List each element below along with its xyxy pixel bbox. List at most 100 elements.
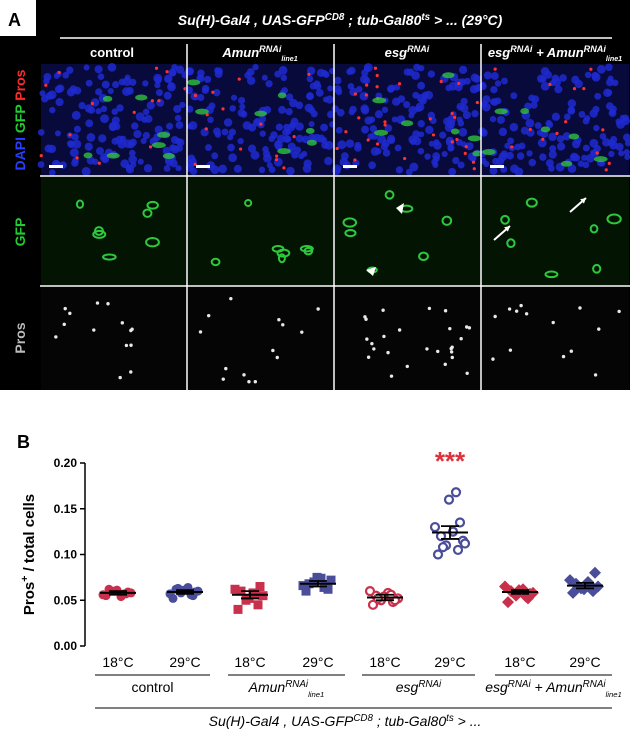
nucleus: [111, 137, 119, 145]
nucleus: [335, 88, 343, 96]
nucleus: [228, 128, 237, 136]
nucleus: [55, 98, 64, 107]
pros-dot: [198, 330, 203, 334]
significance-annotation: ***: [435, 446, 466, 476]
nucleus: [142, 108, 150, 116]
nucleus: [567, 164, 577, 173]
nucleus: [47, 90, 57, 100]
pros-dot: [439, 79, 443, 84]
nucleus: [471, 109, 479, 118]
nucleus: [433, 139, 440, 146]
pros-dot: [551, 320, 555, 325]
text-segment: Pros: [21, 582, 38, 615]
nucleus: [170, 145, 180, 154]
nucleus: [186, 67, 195, 76]
nucleus: [530, 101, 538, 109]
nucleus: [444, 122, 454, 132]
nucleus: [403, 101, 411, 109]
nucleus: [424, 153, 431, 160]
nucleus: [591, 71, 600, 80]
gfp-cell: [467, 135, 482, 142]
x-tick-label: 18°C: [369, 654, 400, 670]
nucleus: [594, 92, 602, 100]
pros-dot: [62, 322, 66, 327]
gfp-cell: [254, 110, 267, 117]
nucleus: [175, 165, 182, 172]
nucleus: [367, 133, 374, 140]
gfp-cell: [544, 270, 559, 279]
nucleus: [395, 166, 404, 174]
pros-dot: [450, 111, 454, 116]
gfp-image: [335, 177, 480, 285]
nucleus: [571, 139, 581, 149]
gfp-cell: [374, 129, 389, 136]
pros-dot: [211, 90, 215, 94]
gfp-cell: [102, 95, 113, 102]
nucleus: [611, 79, 619, 87]
nucleus: [37, 161, 45, 169]
nucleus: [549, 145, 557, 153]
pros-dot: [120, 321, 125, 325]
text-segment: line1: [308, 690, 324, 699]
nucleus: [360, 74, 369, 84]
pros-dot: [132, 110, 136, 114]
pros-dot: [118, 375, 122, 380]
nucleus: [168, 68, 177, 77]
nucleus: [421, 91, 429, 99]
nucleus: [201, 86, 209, 95]
data-point: [454, 517, 466, 528]
pros-dot: [97, 161, 101, 165]
nucleus: [141, 116, 148, 123]
x-tick-label: 18°C: [504, 654, 535, 670]
nucleus: [432, 161, 439, 168]
nucleus: [84, 142, 93, 151]
text-segment: control: [90, 45, 134, 60]
nucleus: [240, 110, 248, 118]
gfp-cell: [187, 79, 201, 86]
gfp-cell: [145, 236, 160, 248]
pros-dot: [397, 328, 402, 332]
text-segment: RNAi: [285, 679, 309, 690]
pros-dot: [383, 120, 387, 124]
nucleus: [128, 155, 138, 164]
pros-dot: [282, 166, 286, 170]
nucleus: [280, 74, 288, 82]
nucleus: [563, 113, 571, 121]
data-point: [364, 585, 376, 597]
nucleus: [218, 164, 228, 174]
gfp-cell: [306, 139, 317, 146]
nucleus: [327, 85, 334, 92]
arrow-head: [504, 226, 510, 232]
nucleus: [119, 135, 127, 143]
nucleus: [354, 144, 362, 152]
nucleus: [445, 137, 455, 147]
pros-dot: [541, 137, 545, 141]
nucleus: [526, 150, 533, 157]
genotype-label: Su(H)-Gal4 , UAS-GFPCD8 ; tub-Gal80ts > …: [209, 713, 482, 730]
pros-dot: [493, 314, 497, 319]
y-tick-label: 0.00: [54, 639, 78, 653]
nucleus: [227, 134, 234, 141]
arrowhead: [396, 203, 404, 214]
pros-dot: [427, 306, 432, 311]
pros-dot: [561, 354, 566, 359]
nucleus: [270, 131, 278, 139]
pros-dot: [307, 72, 311, 76]
nucleus: [348, 109, 355, 116]
x-tick-label: 18°C: [102, 654, 133, 670]
nucleus: [352, 159, 360, 167]
nucleus: [458, 127, 468, 137]
text-segment: Su(H)-Gal4 , UAS-GFP: [209, 713, 354, 729]
nucleus: [608, 109, 616, 116]
nucleus: [605, 102, 614, 110]
data-point: [301, 586, 311, 596]
pros-dot: [253, 380, 258, 384]
nucleus: [324, 156, 333, 166]
data-point: [98, 590, 108, 600]
nucleus: [101, 155, 110, 164]
pros-image: [41, 287, 186, 390]
gfp-cell: [271, 244, 285, 253]
pros-dot: [403, 156, 407, 161]
nucleus: [607, 139, 616, 147]
nucleus: [336, 108, 345, 117]
